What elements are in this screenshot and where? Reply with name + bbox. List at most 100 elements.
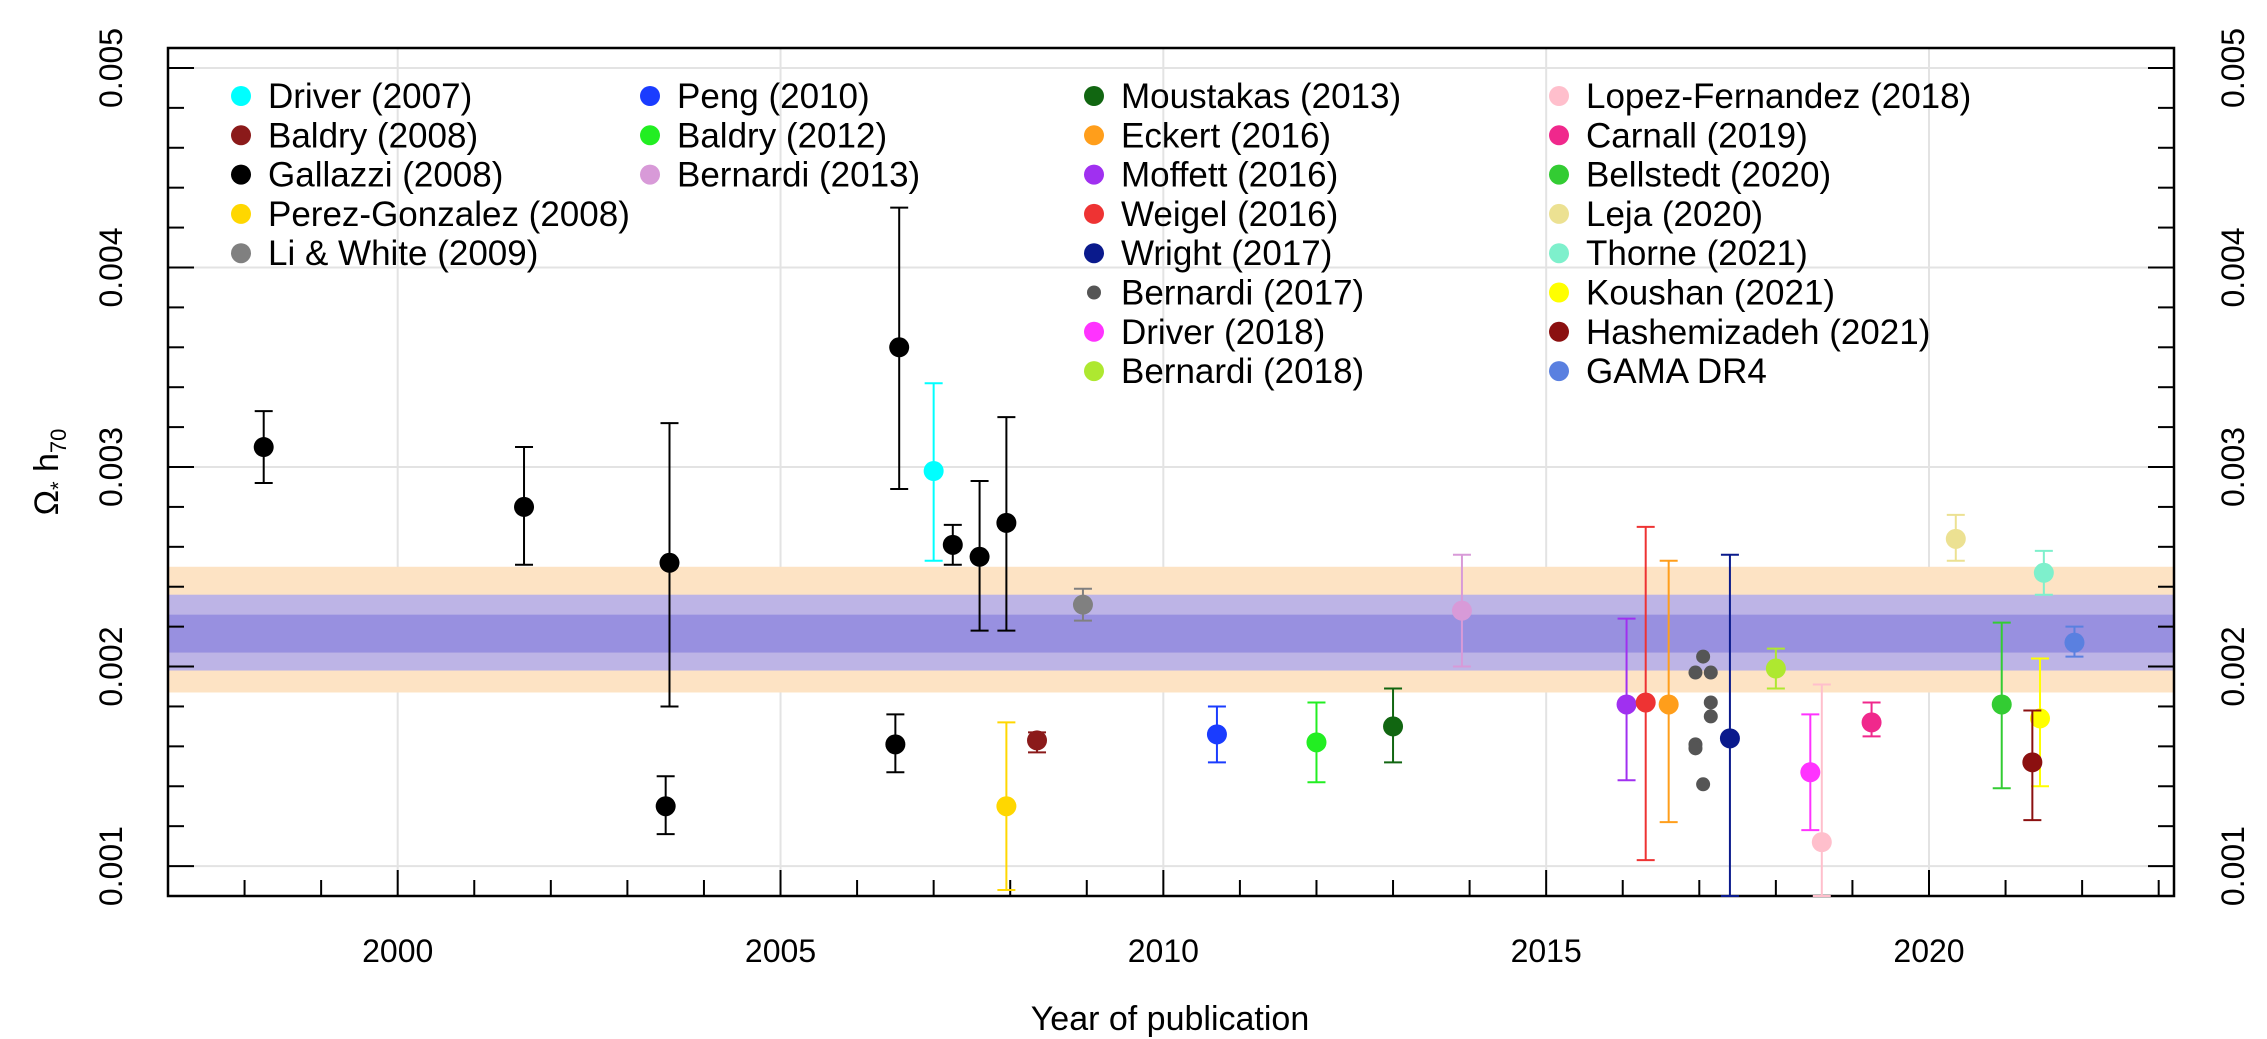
data-point [923, 461, 944, 482]
legend-label: Bernardi (2018) [1121, 352, 1364, 391]
legend-label: Moustakas (2013) [1121, 77, 1401, 116]
y-axis-title: Ω* h70 [28, 429, 71, 516]
legend-marker [1084, 203, 1104, 224]
legend-label: GAMA DR4 [1586, 352, 1767, 391]
legend-label: Bernardi (2013) [677, 156, 920, 195]
data-point [1765, 658, 1786, 679]
legend: Driver (2007)Baldry (2008)Gallazzi (2008… [231, 77, 1971, 391]
legend-label: Li & White (2009) [268, 234, 538, 273]
data-point [1383, 716, 1404, 737]
legend-label: Bernardi (2017) [1121, 274, 1364, 313]
legend-marker [1549, 203, 1569, 224]
x-tick-label: 2010 [1128, 933, 1199, 969]
y-tick-label-right: 0.002 [2215, 627, 2251, 707]
legend-marker [231, 86, 251, 106]
legend-label: Baldry (2012) [677, 116, 887, 155]
legend-label: Hashemizadeh (2021) [1586, 313, 1930, 352]
bands-layer [168, 566, 2174, 693]
x-tick-label: 2015 [1511, 933, 1582, 969]
data-point [2022, 752, 2043, 773]
plot-frame [166, 46, 2176, 898]
data-point [1451, 600, 1472, 621]
legend-label: Thorne (2021) [1586, 234, 1808, 273]
legend-marker [231, 125, 251, 146]
legend-label: Lopez-Fernandez (2018) [1586, 77, 1971, 116]
data-point [1658, 694, 1679, 715]
legend-label: Weigel (2016) [1121, 195, 1338, 234]
legend-label: Driver (2007) [268, 77, 472, 116]
legend-label: Gallazzi (2008) [268, 156, 503, 195]
y-axis-title-main: Ω [28, 490, 66, 515]
legend-label: Driver (2018) [1121, 313, 1325, 352]
data-point [1696, 777, 1711, 792]
legend-label: Leja (2020) [1586, 195, 1763, 234]
legend-label: Koushan (2021) [1586, 274, 1835, 313]
inner-band [168, 614, 2174, 653]
legend-label: Perez-Gonzalez (2008) [268, 195, 630, 234]
y-axis-title-mid: h [28, 453, 66, 481]
data-point [1635, 692, 1656, 713]
data-point [889, 337, 910, 358]
data-point [1703, 665, 1718, 680]
legend-label: Wright (2017) [1121, 234, 1332, 273]
legend-marker [640, 125, 660, 146]
legend-label: Peng (2010) [677, 77, 870, 116]
y-axis-title-sub-70: 70 [46, 429, 71, 453]
data-point [1696, 649, 1711, 664]
y-tick-label-right: 0.003 [2215, 427, 2251, 507]
data-point [1861, 712, 1882, 733]
legend-marker [1549, 86, 1569, 106]
y-tick-label-left: 0.003 [93, 427, 129, 507]
legend-marker [1549, 164, 1569, 185]
data-point [253, 437, 274, 458]
y-tick-label-left: 0.005 [93, 28, 129, 108]
data-point [885, 734, 906, 755]
legend-marker [1549, 282, 1569, 303]
legend-marker [1084, 125, 1104, 146]
legend-marker [1084, 243, 1104, 264]
y-tick-label-right: 0.001 [2215, 826, 2251, 906]
y-tick-label-right: 0.005 [2215, 28, 2251, 108]
data-point [1688, 741, 1703, 756]
legend-marker [1084, 86, 1104, 106]
data-point [2030, 708, 2051, 729]
legend-marker [1084, 321, 1104, 342]
data-point [2033, 562, 2054, 583]
y-tick-label-right: 0.004 [2215, 227, 2251, 307]
y-axis-title-sub-star: * [46, 481, 71, 490]
data-point [1991, 694, 2012, 715]
y-tick-label-left: 0.004 [93, 227, 129, 307]
data-point [1945, 528, 1966, 549]
data-point [1800, 762, 1821, 783]
legend-marker [640, 86, 660, 106]
legend-marker [640, 164, 660, 185]
legend-marker [1549, 125, 1569, 146]
data-point [1811, 832, 1832, 853]
ticks-layer: 2000 2005 2010 2015 2020 0.001 0.001 0.002 0.002… [93, 28, 2251, 969]
legend-label: Carnall (2019) [1586, 116, 1808, 155]
legend-marker [231, 203, 251, 224]
data-point [1616, 694, 1637, 715]
data-point [1703, 695, 1718, 710]
data-point [1206, 724, 1227, 745]
legend-marker [231, 243, 251, 264]
y-tick-label-left: 0.002 [93, 627, 129, 707]
data-point [996, 512, 1017, 533]
x-tick-label: 2005 [745, 933, 816, 969]
legend-marker [1549, 243, 1569, 264]
data-point [514, 496, 535, 517]
data-point [1688, 665, 1703, 680]
legend-marker [1087, 285, 1101, 300]
x-axis-title: Year of publication [1031, 1000, 1310, 1038]
data-point [969, 546, 990, 567]
legend-label: Eckert (2016) [1121, 116, 1331, 155]
legend-label: Baldry (2008) [268, 116, 478, 155]
x-tick-label: 2000 [362, 933, 433, 969]
legend-label: Moffett (2016) [1121, 156, 1338, 195]
data-point [996, 796, 1017, 817]
data-point [1703, 709, 1718, 724]
data-points-layer [253, 206, 2085, 897]
data-point [1027, 730, 1048, 751]
data-point [1072, 594, 1093, 615]
